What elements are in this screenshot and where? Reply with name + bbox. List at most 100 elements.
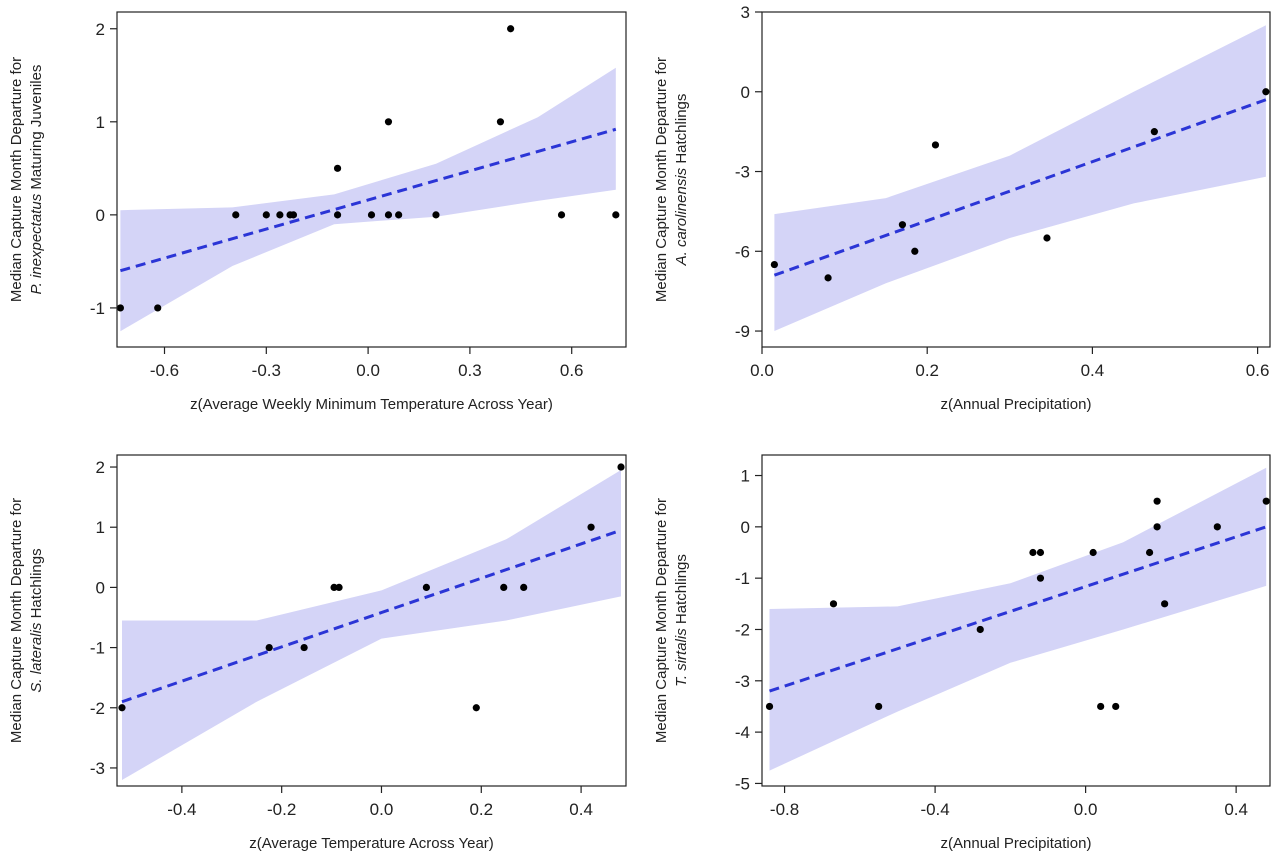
panel-2-point-5	[931, 141, 940, 149]
panel-3-y-axis-label-line1: Median Capture Month Departure for	[8, 498, 25, 743]
panel-3-y-axis-label-part-2: Hatchlings	[28, 548, 45, 622]
panel-3-y-tick-label-2: -2	[90, 699, 105, 718]
panel-1-y-axis-label-part-2: Maturing Juveniles	[28, 65, 45, 194]
panel-1-point-12	[384, 211, 393, 219]
panel-4-point-3	[875, 702, 883, 711]
panel-2-x-tick-label-1: 0.0	[750, 361, 774, 380]
panel-2-y-axis-label-line1: Median Capture Month Departure for	[653, 57, 670, 302]
panel-2-point-7	[1150, 128, 1158, 136]
panel-1-point-3	[232, 211, 240, 219]
panel-1-point-9	[333, 211, 342, 219]
panel-2-point-4	[911, 247, 919, 255]
panel-3-point-4	[330, 583, 338, 592]
panel-3-plot-frame	[116, 454, 627, 787]
panel-3: -0.4 -0.2 0.0 0.2 0.4 -3 -2 -1 0 1 2 z(Average Temp…	[8, 454, 627, 852]
panel-2-point-2	[824, 274, 832, 282]
panel-3-x-tick-label-5: 0.4	[569, 800, 593, 819]
panel-3-x-tick-label-1: -0.4	[167, 800, 196, 819]
panel-3-fit-line	[121, 528, 622, 704]
panel-2-point-1	[770, 260, 778, 269]
panel-3-point-5	[335, 583, 343, 592]
panel-2-confidence-band	[774, 25, 1266, 332]
panel-1-y-axis-label-line1: Median Capture Month Departure for	[8, 57, 25, 302]
panel-1-x-tick-label-5: 0.6	[560, 361, 584, 380]
panel-1-point-5	[276, 211, 284, 219]
panel-3-y-tick-label-1: -3	[90, 759, 105, 778]
panel-2-point-6	[1043, 234, 1051, 242]
panel-1-y-axis-label-line2: P. inexpectatus Maturing Juveniles	[28, 65, 45, 295]
panel-4-point-10	[1112, 702, 1120, 711]
panel-4-point-6	[1036, 548, 1045, 557]
panel-3-point-10	[587, 523, 595, 531]
panel-3-confidence-band	[122, 470, 621, 780]
panel-4-y-axis-label-part-2: Hatchlings	[673, 554, 690, 628]
panel-1-point-1	[116, 304, 124, 312]
panel-2-point-3	[898, 221, 907, 229]
panel-3-y-axis-label-line2: S. lateralis Hatchlings	[28, 548, 45, 692]
panel-4-fit-line	[769, 525, 1267, 693]
panel-1-x-axis-label: z(Average Weekly Minimum Temperature Acr…	[190, 396, 553, 413]
panel-4-y-axis-label-part-1: T. sirtalis	[673, 628, 690, 687]
panel-2-x-tick-label-4: 0.6	[1246, 361, 1270, 380]
panel-1-point-4	[262, 211, 270, 219]
panel-3-y-tick-label-4: 0	[96, 578, 105, 597]
panel-2-y-axis-label-part-2: Hatchlings	[673, 94, 690, 168]
panel-4-confidence-band	[769, 467, 1267, 771]
panel-4-y-tick-label-4: -2	[735, 620, 750, 639]
panel-1-y-axis-label-part-1: P. inexpectatus	[28, 193, 45, 294]
panel-1-plot-frame	[116, 11, 627, 348]
panel-4-y-tick-label-5: -1	[735, 569, 750, 588]
panel-3-y-tick-label-5: 1	[96, 518, 105, 537]
panel-2-y-tick-label-5: 3	[741, 3, 750, 22]
panel-4-x-axis-label: z(Annual Precipitation)	[941, 835, 1092, 852]
panel-2-y-tick-label-3: -3	[735, 163, 750, 182]
panel-2: 0.0 0.2 0.4 0.6 -9 -6 -3 0 3 z(Annual Precipitati…	[653, 3, 1271, 413]
panel-3-y-tick-label-6: 2	[96, 458, 105, 477]
panel-1-y-tick-label-1: -1	[90, 299, 105, 318]
panel-2-x-tick-label-2: 0.2	[915, 361, 939, 380]
panel-3-y-tick-label-3: -1	[90, 639, 105, 658]
panel-4-point-13	[1153, 523, 1161, 531]
panel-4-point-15	[1213, 523, 1221, 531]
panel-1-y-tick-label-2: 0	[96, 206, 105, 225]
panel-4-point-8	[1089, 548, 1097, 557]
panel-1-x-tick-label-1: -0.6	[150, 361, 179, 380]
panel-1-point-17	[557, 211, 566, 219]
panel-1-point-16	[507, 25, 515, 33]
panel-3-point-6	[422, 583, 430, 592]
panel-2-x-axis-label: z(Annual Precipitation)	[941, 396, 1092, 413]
panel-4-plot-frame	[761, 454, 1271, 787]
panel-4-y-tick-label-1: -5	[735, 774, 750, 793]
panel-3-x-tick-label-3: 0.0	[370, 800, 394, 819]
panel-2-y-tick-label-2: -6	[735, 242, 750, 261]
panel-1-point-11	[384, 118, 393, 126]
panel-3-y-axis-label-part-1: S. lateralis	[28, 622, 45, 693]
panel-4-y-tick-label-2: -4	[735, 723, 750, 742]
panel-1-point-10	[367, 211, 376, 219]
panel-1-point-7	[289, 211, 298, 219]
panel-4-point-12	[1153, 497, 1161, 505]
panel-4-x-tick-label-2: -0.4	[920, 800, 949, 819]
panel-3-point-7	[472, 704, 480, 712]
panel-4-y-axis-label-line1: Median Capture Month Departure for	[653, 498, 670, 743]
panel-4-point-2	[829, 600, 838, 608]
panel-3-x-tick-label-4: 0.2	[469, 800, 493, 819]
panel-3-x-axis-label: z(Average Temperature Across Year)	[249, 835, 494, 852]
panel-2-y-axis-label-line2: A. carolinensis Hatchlings	[673, 94, 690, 267]
panel-1-x-tick-label-2: -0.3	[252, 361, 281, 380]
panel-3-x-tick-label-2: -0.2	[267, 800, 296, 819]
panel-4-point-16	[1262, 497, 1270, 505]
panel-4: -0.8 -0.4 0.0 0.4 -5 -4 -3 -2 -1 0 1 z(Annual Preci…	[653, 454, 1271, 852]
panel-1-y-tick-label-3: 1	[96, 113, 105, 132]
panel-2-y-tick-label-4: 0	[741, 83, 750, 102]
panel-1-point-8	[333, 164, 342, 172]
panel-4-y-axis-label-line2: T. sirtalis Hatchlings	[673, 554, 690, 687]
panel-4-point-9	[1097, 702, 1105, 711]
panel-2-fit-line	[773, 98, 1267, 277]
panel-4-y-tick-label-6: 0	[741, 518, 750, 537]
panel-4-y-tick-label-7: 1	[741, 467, 750, 486]
panel-4-point-1	[765, 702, 774, 711]
panel-3-point-3	[300, 643, 308, 652]
panel-1-point-2	[154, 304, 162, 312]
